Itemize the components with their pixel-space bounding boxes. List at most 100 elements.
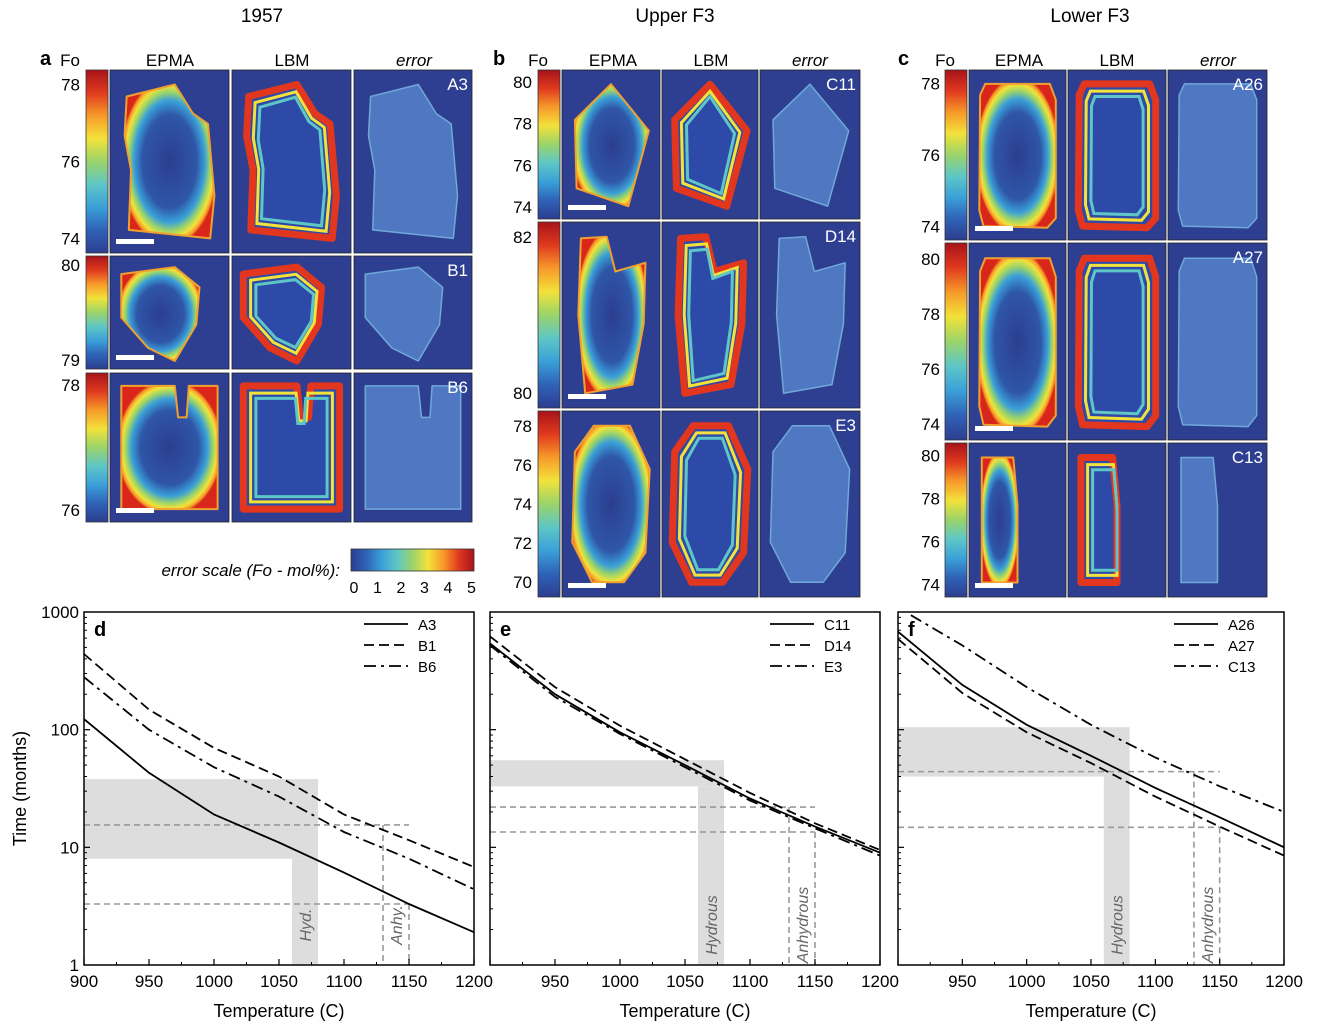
crystal-rim-inner (254, 278, 316, 350)
y-tick-label: 1 (70, 956, 79, 975)
header-fo: Fo (60, 51, 80, 70)
crystal-shape (364, 385, 462, 510)
sample-label: C13 (1232, 448, 1263, 467)
sample-label: C11 (826, 75, 856, 94)
fo-tick-label: 82 (513, 228, 532, 247)
y-tick-label: 10 (60, 838, 79, 857)
fo-tick-label: 78 (61, 76, 80, 95)
panel-letter-e: e (500, 619, 511, 641)
legend-label: A26 (1228, 617, 1255, 634)
fo-tick-label: 76 (921, 533, 940, 552)
crystal-shape (367, 83, 459, 240)
x-tick-label: 1150 (797, 972, 834, 991)
fo-tick-label: 74 (921, 217, 940, 236)
panel-letter-b: b (493, 48, 505, 70)
hydrous-band (698, 786, 724, 965)
x-tick-label: 1050 (260, 972, 298, 991)
crystal-shape (980, 456, 1019, 584)
crystal-shape (123, 83, 216, 240)
x-tick-label: 1000 (195, 972, 233, 991)
time-range-band (490, 760, 724, 787)
fo-tick-label: 78 (61, 376, 80, 395)
crystal-shape (243, 81, 340, 242)
fo-tick-label: 78 (921, 75, 940, 94)
series-line-C11 (490, 642, 880, 854)
fo-tick-label: 70 (513, 573, 532, 592)
crystal-shape (573, 83, 650, 208)
fo-colorbar (85, 69, 109, 254)
fo-tick-label: 76 (513, 156, 532, 175)
fo-tick-label: 78 (513, 417, 532, 436)
scale-bar (568, 205, 606, 210)
panel-letter-a: a (40, 48, 52, 70)
fo-tick-label: 74 (513, 495, 532, 514)
x-tick-label: 1000 (1008, 972, 1046, 991)
band-label: Hydrous (1110, 895, 1127, 955)
header-error: error (1200, 51, 1237, 70)
series-line-B1 (84, 653, 474, 868)
crystal-shape (668, 422, 752, 586)
x-tick-label: 1050 (666, 972, 704, 991)
scale-bar (116, 239, 154, 244)
fo-tick-label: 80 (921, 446, 940, 465)
x-tick-label: 1150 (1201, 972, 1238, 991)
y-tick-label: 1000 (41, 603, 79, 622)
fo-tick-label: 76 (921, 360, 940, 379)
fo-colorbar (537, 410, 561, 598)
header-lbm: LBM (275, 51, 310, 70)
crystal-shape (239, 382, 344, 513)
crystal-rim-inner (1089, 269, 1145, 416)
legend-label: B1 (418, 638, 436, 655)
fo-tick-label: 74 (921, 415, 940, 434)
x-tick-label: 950 (541, 972, 569, 991)
sample-label: E3 (835, 416, 856, 435)
sample-label: B1 (447, 261, 468, 280)
crystal-shape (775, 235, 846, 395)
fo-colorbar (537, 69, 561, 220)
series-line-A27 (898, 638, 1284, 857)
scale-bar (975, 583, 1013, 588)
crystal-shape (571, 424, 651, 584)
fo-colorbar (944, 442, 968, 598)
fo-tick-label: 78 (921, 489, 940, 508)
fo-colorbar (85, 255, 109, 370)
fo-tick-label: 76 (921, 146, 940, 165)
plot-frame (489, 611, 881, 966)
x-tick-label: 900 (70, 972, 98, 991)
band-label: Anhydrous (1200, 887, 1217, 965)
x-tick-label: 1200 (455, 972, 493, 991)
error-scale-tick: 3 (420, 580, 429, 597)
fo-tick-label: 78 (921, 305, 940, 324)
column-title-lower-f3: Lower F3 (1050, 6, 1129, 27)
fo-tick-label: 78 (513, 115, 532, 134)
crystal-rim (1083, 89, 1150, 222)
fo-tick-label: 80 (921, 250, 940, 269)
header-error: error (792, 51, 829, 70)
scale-bar (116, 355, 154, 360)
error-scale-label: error scale (Fo - mol%): (161, 561, 340, 580)
crystal-shape (1177, 257, 1258, 428)
x-tick-label: 1100 (1137, 972, 1174, 991)
band-label: Hyd. (298, 909, 315, 942)
crystal-rim (251, 90, 332, 233)
crystal-shape (577, 235, 647, 395)
panel-letter-f: f (908, 619, 915, 641)
column-title-upper-f3: Upper F3 (635, 6, 714, 27)
fo-tick-label: 76 (61, 153, 80, 172)
fo-tick-label: 76 (61, 501, 80, 520)
crystal-rim (679, 88, 742, 201)
scale-bar (975, 226, 1013, 231)
series-line-C13 (910, 614, 1284, 813)
sample-label: D14 (825, 227, 856, 246)
chart-panel-e: Hydrous Anhydrous 950 1000 1050 1100 1150 1200 T… (489, 611, 899, 1021)
legend-label: E3 (824, 659, 842, 676)
fo-tick-label: 74 (513, 198, 532, 217)
x-tick-label: 1200 (861, 972, 899, 991)
crystal-rim-inner (256, 95, 327, 228)
band-label: Hydrous (704, 895, 721, 955)
fo-tick-label: 74 (61, 229, 80, 248)
header-lbm: LBM (694, 51, 729, 70)
fo-colorbar (944, 69, 968, 241)
scale-bar (568, 394, 606, 399)
series-line-A26 (898, 631, 1284, 849)
